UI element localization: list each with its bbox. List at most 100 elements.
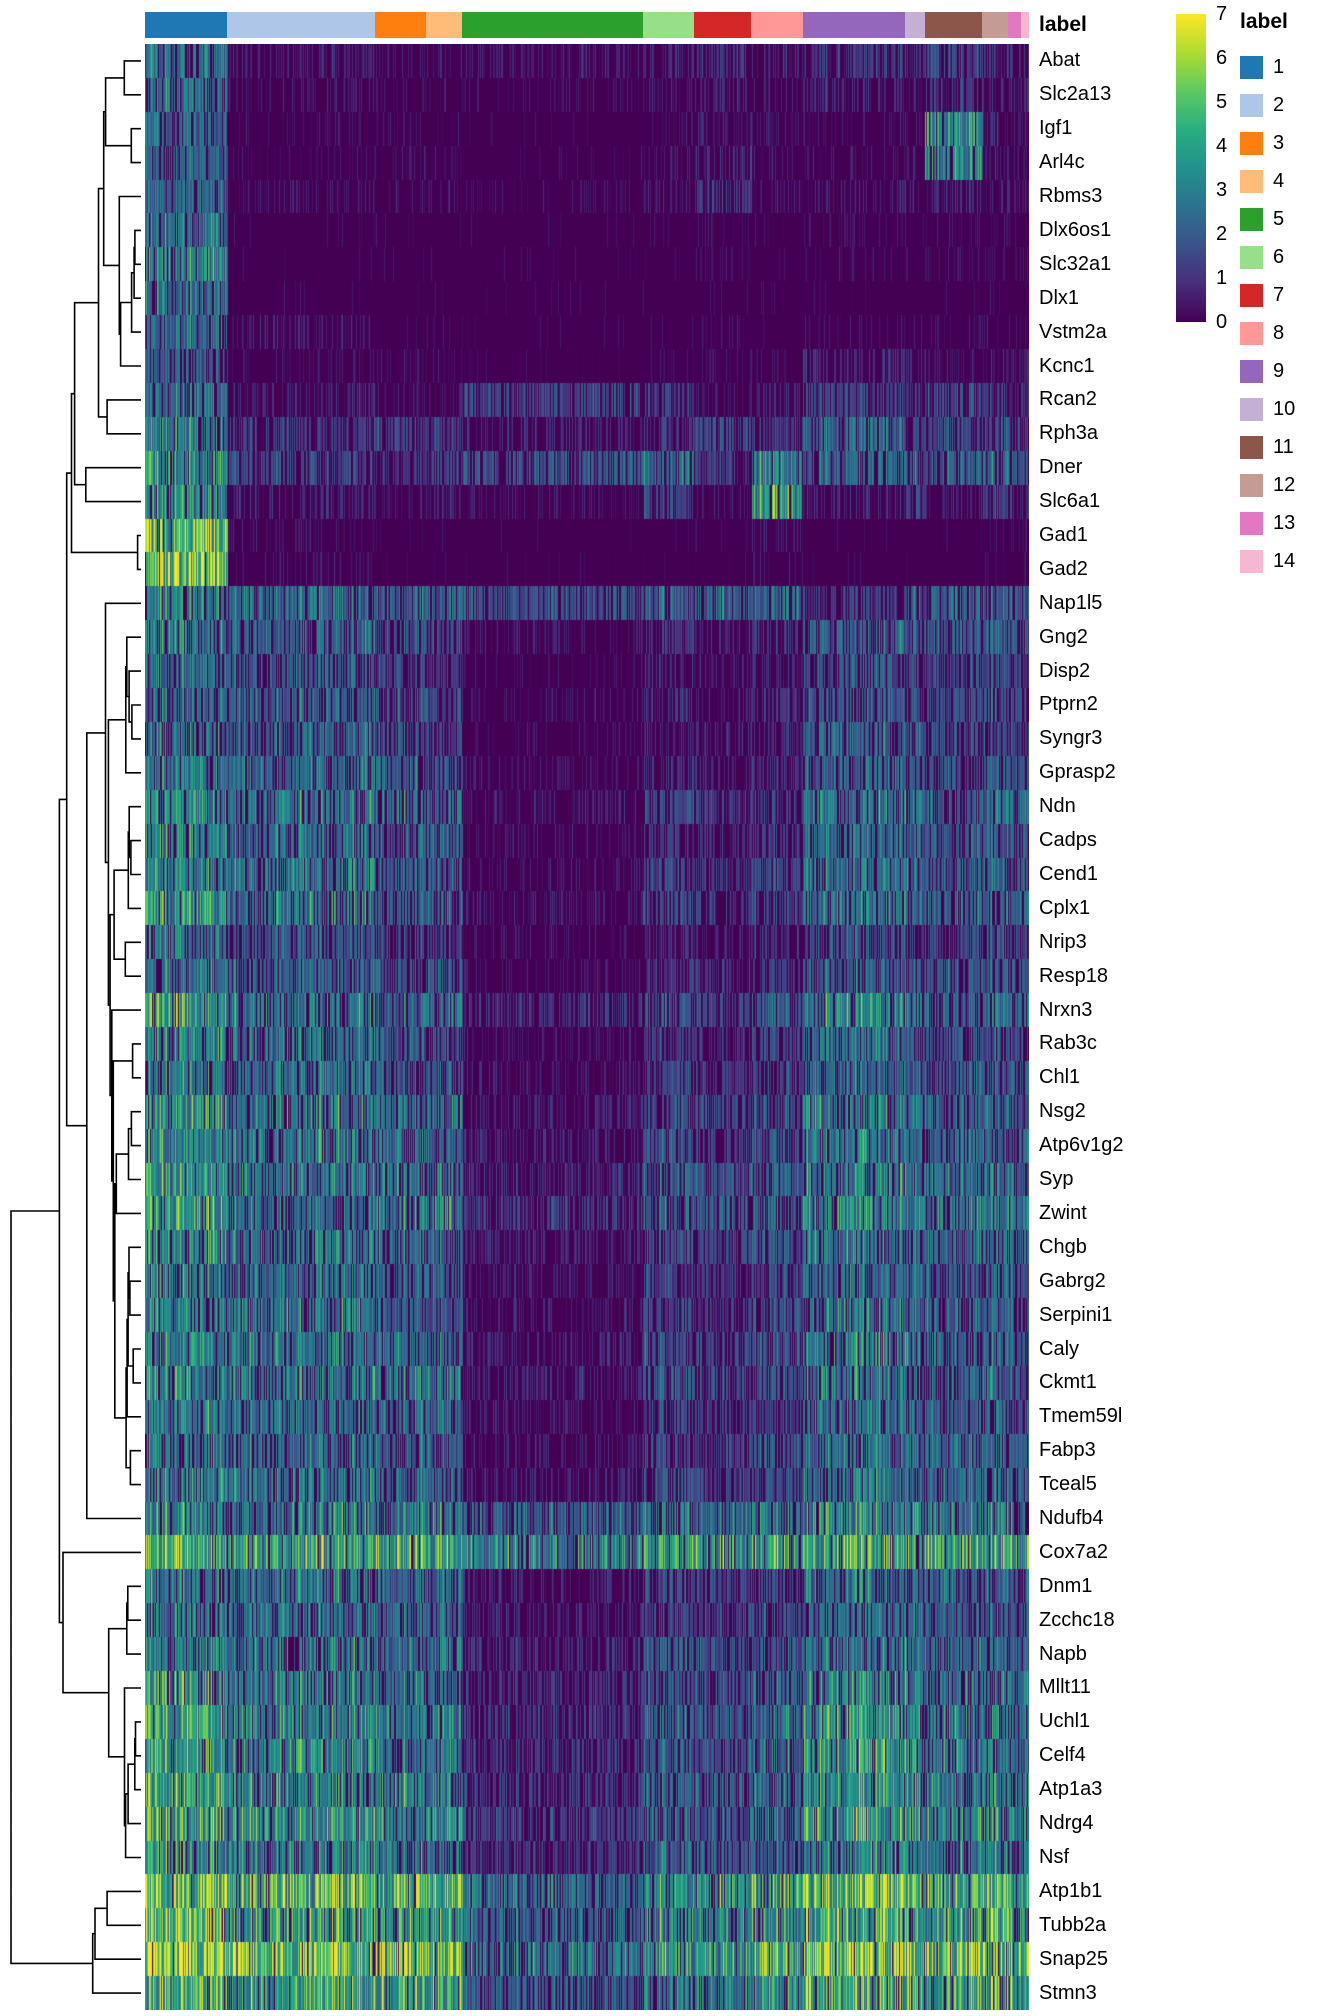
legend-item-6: 6 [1240,238,1340,276]
legend-label: 11 [1273,435,1294,458]
row-label-Disp2: Disp2 [1039,659,1091,682]
legend-label: 1 [1273,55,1285,78]
heatmap-canvas [145,44,1029,2010]
legend-swatch-icon [1240,55,1263,79]
row-label-Ndufb4: Ndufb4 [1039,1506,1104,1529]
legend-swatch-icon [1240,321,1263,345]
cluster-annotation-bar [145,12,1029,38]
annotation-title: label [1039,13,1087,36]
row-label-Nrxn3: Nrxn3 [1039,998,1093,1021]
row-label-Nap1l5: Nap1l5 [1039,591,1103,614]
colorbar-tick-0: 0 [1216,311,1228,333]
colorbar-tick-1: 1 [1216,267,1228,289]
row-label-Stmn3: Stmn3 [1039,1981,1097,2004]
row-label-Ckmt1: Ckmt1 [1039,1371,1097,1394]
row-labels: Abat Slc2a13 Igf1 Arl4c Rbms3 Dlx6os1 Slc32a1 D… [1039,44,1179,2010]
annotation-cluster-14 [1020,12,1029,38]
colorbar-ticks: 7 6 5 4 3 2 1 0 [1216,3,1256,333]
legend-swatch-icon [1240,207,1263,231]
row-label-Gad1: Gad1 [1039,523,1088,546]
row-label-Atp1b1: Atp1b1 [1039,1879,1103,1902]
row-label-Gad2: Gad2 [1039,557,1088,580]
legend-label: 7 [1273,283,1285,306]
legend-label: 6 [1273,245,1285,268]
annotation-cluster-2 [227,12,375,38]
colorbar-gradient [1176,14,1206,322]
row-label-Mllt11: Mllt11 [1039,1676,1091,1699]
legend-label: 2 [1273,93,1285,116]
legend-swatch-icon [1240,245,1263,269]
row-label-Syp: Syp [1039,1168,1074,1191]
row-label-Chl1: Chl1 [1039,1066,1081,1089]
annotation-cluster-12 [982,12,1008,38]
row-label-Cadps: Cadps [1039,829,1097,852]
legend-item-4: 4 [1240,162,1340,200]
dendrogram-path [10,60,141,1994]
legend-item-7: 7 [1240,276,1340,314]
row-label-Slc32a1: Slc32a1 [1039,252,1112,275]
row-label-Fabp3: Fabp3 [1039,1439,1096,1462]
legend-swatch-icon [1240,169,1263,193]
row-label-Tceal5: Tceal5 [1039,1473,1097,1496]
row-label-Nsf: Nsf [1039,1845,1069,1868]
annotation-cluster-5 [462,12,643,38]
row-label-Rab3c: Rab3c [1039,1032,1097,1055]
row-dendrogram [10,60,141,1994]
row-label-Resp18: Resp18 [1039,964,1108,987]
annotation-cluster-10 [905,12,925,38]
annotation-cluster-3 [374,12,427,38]
row-label-Rcan2: Rcan2 [1039,388,1097,411]
row-label-Zwint: Zwint [1039,1201,1087,1224]
legend-swatch-icon [1240,435,1263,459]
legend-label: 4 [1273,169,1285,192]
row-label-Ptprn2: Ptprn2 [1039,693,1098,716]
legend-item-14: 14 [1240,542,1340,580]
annotation-cluster-13 [1007,12,1021,38]
legend-label: 13 [1273,511,1296,534]
row-label-Caly: Caly [1039,1337,1080,1360]
legend-swatch-icon [1240,359,1263,383]
row-label-Napb: Napb [1039,1642,1087,1665]
row-label-Slc6a1: Slc6a1 [1039,490,1101,513]
cluster-legend: label 1 2 3 4 5 6 7 8 9 10 11 12 13 14 [1240,10,1340,580]
row-label-Zcchc18: Zcchc18 [1039,1608,1115,1631]
row-label-Serpini1: Serpini1 [1039,1303,1113,1326]
legend-item-3: 3 [1240,124,1340,162]
legend-item-2: 2 [1240,86,1340,124]
legend-swatch-icon [1240,397,1263,421]
annotation-cluster-6 [642,12,694,38]
row-label-Ndn: Ndn [1039,795,1076,818]
legend-item-8: 8 [1240,314,1340,352]
row-label-Vstm2a: Vstm2a [1039,320,1107,343]
colorbar-tick-4: 4 [1216,135,1228,157]
row-label-Atp6v1g2: Atp6v1g2 [1039,1134,1124,1157]
row-label-Ndrg4: Ndrg4 [1039,1812,1094,1835]
row-label-Nsg2: Nsg2 [1039,1100,1086,1123]
row-label-Cend1: Cend1 [1039,862,1098,885]
row-label-Kcnc1: Kcnc1 [1039,354,1095,377]
row-label-Dnm1: Dnm1 [1039,1574,1093,1597]
legend-label: 12 [1273,473,1296,496]
legend-swatch-icon [1240,549,1263,573]
colorbar-tick-7: 7 [1216,3,1228,25]
legend-swatch-icon [1240,283,1263,307]
legend-item-5: 5 [1240,200,1340,238]
annotation-cluster-4 [426,12,463,38]
legend-item-10: 10 [1240,390,1340,428]
colorbar-tick-3: 3 [1216,179,1228,201]
legend-item-11: 11 [1240,428,1340,466]
legend-items: 1 2 3 4 5 6 7 8 9 10 11 12 13 14 [1240,48,1340,580]
row-label-Dlx1: Dlx1 [1039,286,1080,309]
row-label-Nrip3: Nrip3 [1039,930,1087,953]
row-label-Arl4c: Arl4c [1039,151,1085,174]
legend-swatch-icon [1240,473,1263,497]
row-label-Syngr3: Syngr3 [1039,727,1103,750]
row-label-Celf4: Celf4 [1039,1744,1086,1767]
row-label-Abat: Abat [1039,49,1081,72]
row-label-Tmem59l: Tmem59l [1039,1405,1123,1428]
legend-swatch-icon [1240,93,1263,117]
colorbar-tick-6: 6 [1216,47,1228,69]
row-label-Rph3a: Rph3a [1039,422,1098,445]
legend-label: 10 [1273,397,1296,420]
row-label-Chgb: Chgb [1039,1235,1087,1258]
